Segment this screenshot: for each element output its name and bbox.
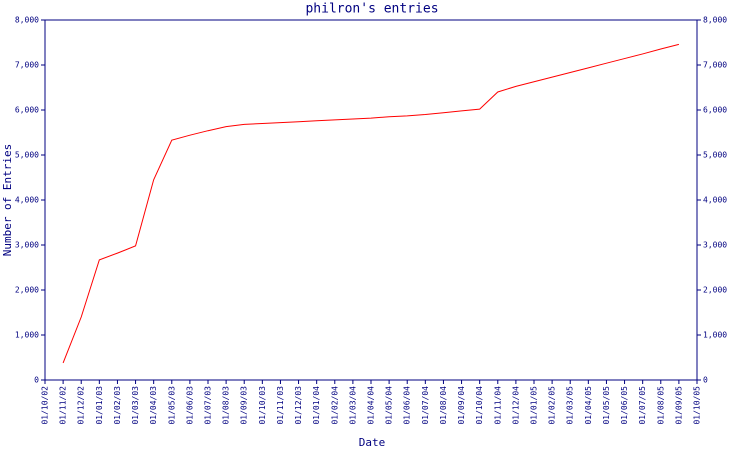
x-tick-label: 01/04/05 xyxy=(584,386,593,425)
x-tick-label: 01/10/05 xyxy=(693,386,702,425)
x-tick-label: 01/12/04 xyxy=(511,386,520,425)
x-tick-label: 01/03/05 xyxy=(566,386,575,425)
x-tick-label: 01/08/05 xyxy=(656,386,665,425)
y2-tick-label: 5,000 xyxy=(703,151,727,160)
y2-tick-label: 4,000 xyxy=(703,196,727,205)
x-tick-label: 01/12/03 xyxy=(294,386,303,425)
y-tick-label: 0 xyxy=(34,376,39,385)
x-tick-label: 01/02/03 xyxy=(113,386,122,425)
x-tick-label: 01/11/02 xyxy=(59,386,68,425)
y-tick-label: 7,000 xyxy=(15,61,39,70)
x-tick-label: 01/07/05 xyxy=(638,386,647,425)
x-tick-label: 01/05/05 xyxy=(602,386,611,425)
x-tick-label: 01/10/02 xyxy=(41,386,50,425)
y-tick-label: 5,000 xyxy=(15,151,39,160)
x-tick-label: 01/07/04 xyxy=(421,386,430,425)
x-axis-label: Date xyxy=(359,436,386,449)
x-tick-label: 01/06/04 xyxy=(403,386,412,425)
x-tick-label: 01/04/04 xyxy=(367,386,376,425)
y2-tick-label: 1,000 xyxy=(703,331,727,340)
y-tick-label: 1,000 xyxy=(15,331,39,340)
x-tick-label: 01/04/03 xyxy=(149,386,158,425)
y-tick-label: 3,000 xyxy=(15,241,39,250)
x-tick-label: 01/08/04 xyxy=(439,386,448,425)
x-tick-label: 01/10/03 xyxy=(258,386,267,425)
x-tick-label: 01/06/03 xyxy=(185,386,194,425)
y2-tick-label: 6,000 xyxy=(703,106,727,115)
x-tick-label: 01/12/02 xyxy=(77,386,86,425)
data-line xyxy=(62,43,680,364)
x-tick-label: 01/09/04 xyxy=(457,386,466,425)
y-tick-label: 2,000 xyxy=(15,286,39,295)
x-tick-label: 01/03/03 xyxy=(131,386,140,425)
x-tick-label: 01/01/05 xyxy=(530,386,539,425)
x-tick-label: 01/08/03 xyxy=(222,386,231,425)
x-tick-label: 01/06/05 xyxy=(620,386,629,425)
y-tick-label: 8,000 xyxy=(15,16,39,25)
y2-tick-label: 7,000 xyxy=(703,61,727,70)
x-tick-label: 01/07/03 xyxy=(204,386,213,425)
x-tick-label: 01/01/04 xyxy=(312,386,321,425)
y2-tick-label: 0 xyxy=(703,376,708,385)
x-tick-label: 01/11/03 xyxy=(276,386,285,425)
x-tick-label: 01/09/05 xyxy=(674,386,683,425)
y-tick-label: 4,000 xyxy=(15,196,39,205)
y2-tick-label: 3,000 xyxy=(703,241,727,250)
x-tick-label: 01/02/04 xyxy=(330,386,339,425)
x-tick-label: 01/05/03 xyxy=(167,386,176,425)
x-tick-label: 01/01/03 xyxy=(95,386,104,425)
x-tick-label: 01/10/04 xyxy=(475,386,484,425)
y2-tick-label: 8,000 xyxy=(703,16,727,25)
y2-tick-label: 2,000 xyxy=(703,286,727,295)
x-tick-label: 01/11/04 xyxy=(493,386,502,425)
x-tick-label: 01/02/05 xyxy=(548,386,557,425)
x-tick-label: 01/09/03 xyxy=(240,386,249,425)
y-tick-label: 6,000 xyxy=(15,106,39,115)
x-tick-label: 01/05/04 xyxy=(385,386,394,425)
x-tick-label: 01/03/04 xyxy=(348,386,357,425)
chart-title: philron's entries xyxy=(305,2,438,17)
y-axis-label: Number of Entries xyxy=(1,144,14,257)
